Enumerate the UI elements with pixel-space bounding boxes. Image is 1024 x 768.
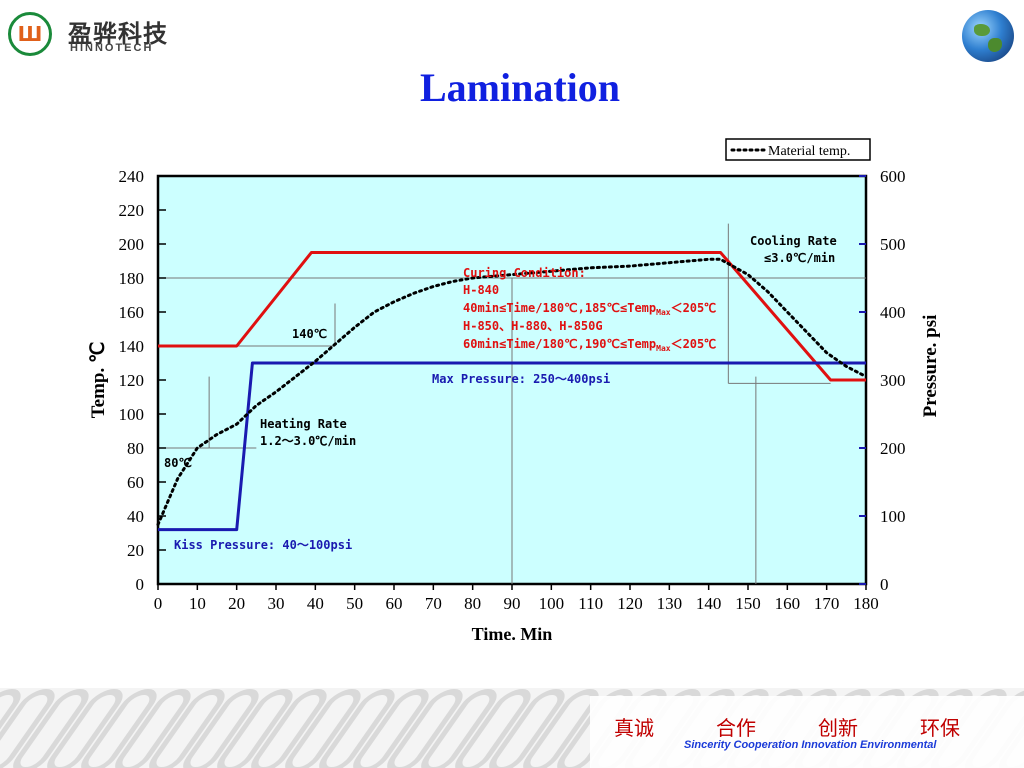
footer-stripe [251, 689, 327, 768]
y-tick-label: 40 [127, 507, 144, 526]
y2-tick-label: 100 [880, 507, 906, 526]
slogan-word-sincerity: 真诚 [614, 716, 654, 740]
x-tick-label: 120 [617, 594, 643, 613]
annotation-curing-5: 60min≤Time/180℃,190℃≤TempMax＜205℃ [463, 337, 716, 353]
footer-stripe [47, 689, 123, 768]
y-tick-label: 120 [119, 371, 145, 390]
x-tick-label: 170 [814, 594, 840, 613]
slogan-english: Sincerity Cooperation Innovation Environ… [684, 739, 937, 751]
globe-land-icon [974, 24, 990, 36]
x-tick-label: 130 [657, 594, 683, 613]
x-tick-label: 140 [696, 594, 722, 613]
footer-stripe [523, 689, 599, 768]
slogan-word-environmental: 环保 [920, 716, 960, 740]
footer-stripe [285, 689, 361, 768]
annotation-kiss-pressure: Kiss Pressure: 40～100psi [174, 538, 352, 552]
annotation-t140: 140℃ [292, 327, 327, 341]
footer-stripe [217, 689, 293, 768]
footer-decoration [0, 688, 1024, 768]
series-line-temp_setpoint [158, 251, 866, 382]
annotation-t80: 80℃ [164, 456, 192, 470]
y-tick-label: 60 [127, 473, 144, 492]
annotation-curing-4: H-850、H-880、H-850G [463, 319, 603, 333]
annotation-cooling-2: ≤3.0℃/min [764, 251, 835, 265]
footer-stripe [353, 689, 429, 768]
y-tick-label: 200 [119, 235, 145, 254]
y2-tick-label: 400 [880, 303, 906, 322]
x-tick-label: 60 [386, 594, 403, 613]
x-axis-label: Time. Min [472, 624, 553, 644]
company-logo: Ш 盈骅科技 HINNOTECH [6, 10, 186, 60]
y-tick-label: 0 [136, 575, 145, 594]
footer-stripe [183, 689, 259, 768]
x-tick-label: 160 [775, 594, 801, 613]
footer-stripe [0, 689, 55, 768]
annotation-max-pressure: Max Pressure: 250～400psi [432, 372, 610, 386]
logo-english-text: HINNOTECH [70, 42, 154, 54]
y2-tick-label: 300 [880, 371, 906, 390]
x-tick-label: 80 [464, 594, 481, 613]
slogan-word-cooperation: 合作 [716, 716, 756, 740]
logo-chinese-text: 盈骅科技 [68, 20, 168, 48]
footer-stripe [387, 689, 463, 768]
annotation-curing-3: 40min≤Time/180℃,185℃≤TempMax＜205℃ [463, 301, 716, 317]
legend-box [725, 138, 871, 161]
y-tick-label: 160 [119, 303, 145, 322]
footer-stripe [0, 689, 21, 768]
x-tick-label: 30 [268, 594, 285, 613]
x-tick-label: 10 [189, 594, 206, 613]
y-tick-label: 220 [119, 201, 145, 220]
x-tick-label: 180 [853, 594, 879, 613]
footer-stripe [149, 689, 225, 768]
x-tick-label: 70 [425, 594, 442, 613]
y2-tick-label: 200 [880, 439, 906, 458]
y-tick-label: 100 [119, 405, 145, 424]
x-tick-label: 110 [578, 594, 603, 613]
x-tick-label: 20 [228, 594, 245, 613]
y-tick-label: 240 [119, 167, 145, 186]
logo-mark-icon: Ш [8, 12, 52, 56]
y-axis-label: Temp. ℃ [88, 342, 109, 419]
y-tick-label: 140 [119, 337, 145, 356]
y-tick-label: 80 [127, 439, 144, 458]
footer-stripe [489, 689, 565, 768]
globe-icon [962, 10, 1014, 62]
y2-tick-label: 500 [880, 235, 906, 254]
x-tick-label: 40 [307, 594, 324, 613]
legend-label: Material temp. [768, 144, 850, 159]
y-tick-label: 20 [127, 541, 144, 560]
x-tick-label: 150 [735, 594, 761, 613]
lamination-chart: 0 10 20 30 40 50 60 70 80 90 100 110 120 130 140 150 160… [80, 130, 950, 650]
footer-stripe [81, 689, 157, 768]
globe-land-icon [988, 38, 1002, 52]
y2-tick-label: 600 [880, 167, 906, 186]
footer-stripe [115, 689, 191, 768]
page-title: Lamination [419, 65, 621, 110]
annotation-curing-2: H-840 [463, 283, 499, 297]
x-tick-label: 90 [504, 594, 521, 613]
footer-stripe [455, 689, 531, 768]
footer-stripe [421, 689, 497, 768]
x-tick-label: 50 [346, 594, 363, 613]
footer-stripe [13, 689, 89, 768]
y2-axis-label: Pressure. psi [920, 315, 941, 418]
chart-canvas: 0 10 20 30 40 50 60 70 80 90 100 110 120 130 140 150 160… [88, 138, 941, 644]
footer-stripe [319, 689, 395, 768]
y-tick-label: 180 [119, 269, 145, 288]
series-line-pressure [158, 361, 866, 532]
annotation-heating-1: Heating Rate [260, 417, 347, 431]
x-tick-label: 100 [539, 594, 565, 613]
y2-tick-label: 0 [880, 575, 889, 594]
x-tick-label: 0 [154, 594, 163, 613]
footer-slogan-backdrop [590, 696, 1024, 768]
annotation-heating-2: 1.2～3.0℃/min [260, 434, 356, 448]
annotation-cooling-1: Cooling Rate [750, 234, 837, 248]
annotation-curing-1: Curing Condition: [463, 266, 586, 280]
series-line-material-temp [156, 257, 868, 526]
slogan-word-innovation: 创新 [818, 716, 858, 740]
